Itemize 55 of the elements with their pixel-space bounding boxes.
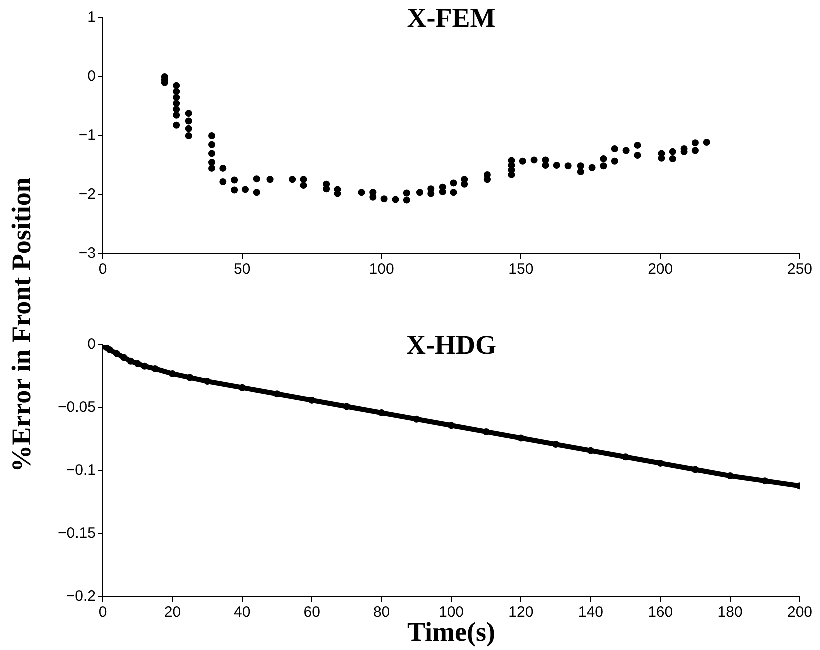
point [127,358,134,365]
point [657,460,664,467]
point [518,434,525,442]
x-tick-label: 100 [369,261,394,278]
point [448,422,455,430]
y-tick-label: 0 [88,336,96,354]
x-tick-label: 160 [648,604,674,622]
point [552,441,560,448]
x-tick-label: 60 [304,604,320,622]
point [308,396,316,404]
point [134,360,142,368]
chart-title: X-FEM [407,2,496,33]
point [413,416,420,423]
x-tick-label: 200 [648,261,674,278]
point [204,378,212,386]
y-tick-label: 1 [88,9,96,26]
x-tick-label: 20 [164,604,182,622]
point [186,374,194,382]
x-tick-label: 0 [98,604,108,622]
point [120,354,128,362]
x-tick-label: 40 [234,604,251,622]
x-tick-label: 140 [578,604,604,622]
point [106,346,114,354]
chart-title: X-HDG [406,330,496,360]
x-tick-label: 250 [787,261,813,278]
y-tick-label: −0.15 [58,525,96,542]
x-tick-label: 120 [508,604,534,622]
y-tick-label: −0.1 [66,462,96,480]
point [622,454,630,461]
point [152,365,159,372]
x-tick-label: 150 [508,261,534,278]
x-tick-label: 50 [234,261,251,278]
point [169,370,176,378]
y-tick-label: −3 [78,245,96,262]
x-tick-label: 200 [787,604,813,622]
point [482,428,490,436]
y-tick-label: −2 [78,186,96,204]
x-tick-label: 0 [98,261,108,278]
point [762,478,769,485]
y-tick-label: −1 [78,127,96,144]
point [274,390,281,398]
y-tick-label: 0 [88,68,96,86]
y-tick-label: −0.2 [66,588,96,606]
y-tick-label: −0.05 [58,399,96,416]
point [113,350,120,358]
point [238,384,246,392]
point [726,472,734,480]
point [587,447,594,454]
x-tick-label: 80 [373,604,390,622]
y-axis-title: %Error in Front Position [6,178,38,472]
x-tick-label: 180 [718,604,743,622]
point [378,410,386,417]
point [141,362,148,370]
point [692,466,699,474]
point [343,403,350,410]
